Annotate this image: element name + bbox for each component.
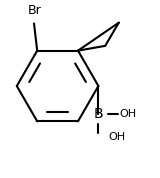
Text: B: B: [94, 107, 103, 121]
Text: Br: Br: [28, 4, 42, 17]
Text: OH: OH: [108, 132, 125, 142]
Text: OH: OH: [119, 109, 136, 119]
